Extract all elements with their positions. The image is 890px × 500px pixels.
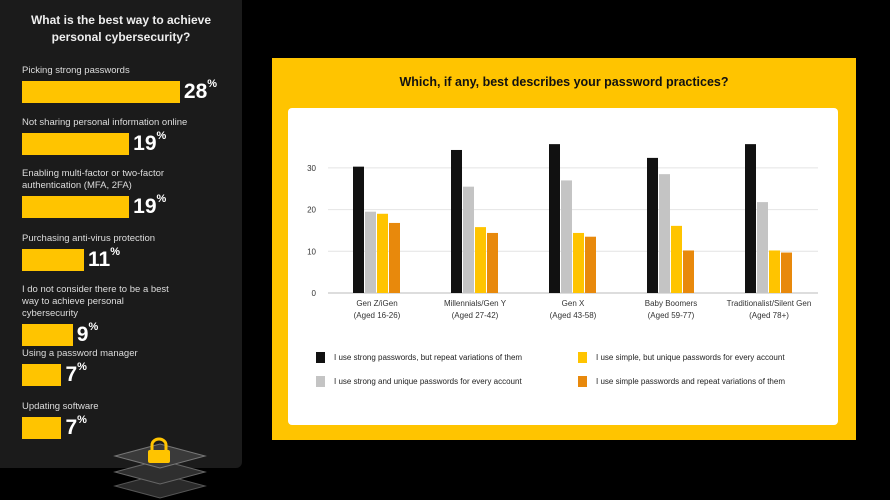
bar-4-0 bbox=[745, 144, 756, 293]
legend-label: I use simple, but unique passwords for e… bbox=[596, 353, 785, 362]
item-label: Enabling multi-factor or two-factor auth… bbox=[22, 168, 165, 191]
bar-0-1 bbox=[365, 211, 376, 293]
item-percent: 7% bbox=[65, 414, 87, 439]
item-label: Using a password manager bbox=[22, 348, 138, 359]
x-tick-label: Baby Boomers bbox=[645, 299, 697, 308]
bar-4-2 bbox=[769, 250, 780, 293]
item-percent: 28% bbox=[183, 78, 218, 103]
legend-swatch bbox=[316, 352, 325, 363]
bar-3-0 bbox=[647, 157, 658, 293]
bar-1-0 bbox=[451, 149, 462, 293]
bar-2-0 bbox=[549, 144, 560, 293]
x-tick-sublabel: (Aged 27-42) bbox=[452, 311, 499, 320]
bar-1-1 bbox=[463, 186, 474, 293]
bar-1-2 bbox=[475, 227, 486, 293]
legend-item: I use simple passwords and repeat variat… bbox=[578, 376, 785, 387]
bar-1-3 bbox=[487, 232, 498, 293]
survey-item: Purchasing anti-virus protection 11% bbox=[22, 233, 237, 272]
bar-2-1 bbox=[561, 180, 572, 293]
x-tick-label: Traditionalist/Silent Gen bbox=[727, 299, 812, 308]
bar-3-3 bbox=[683, 250, 694, 293]
item-label: Updating software bbox=[22, 401, 99, 412]
survey-item: Using a password manager 7% bbox=[22, 348, 237, 387]
item-label: Not sharing personal information online bbox=[22, 117, 188, 128]
bar-0-3 bbox=[389, 222, 400, 293]
item-bar bbox=[22, 249, 85, 271]
x-tick-label: Millennials/Gen Y bbox=[444, 299, 507, 308]
bar-3-2 bbox=[671, 225, 682, 293]
survey-item: I do not consider there to be a best way… bbox=[22, 284, 237, 347]
item-bar bbox=[22, 133, 130, 155]
cybersecurity-panel: What is the best way to achieve personal … bbox=[0, 0, 242, 468]
y-tick-label: 20 bbox=[307, 206, 316, 215]
x-tick-sublabel: (Aged 59-77) bbox=[648, 311, 695, 320]
item-percent: 7% bbox=[65, 361, 87, 386]
legend-label: I use strong passwords, but repeat varia… bbox=[334, 353, 523, 362]
item-percent: 19% bbox=[133, 193, 167, 218]
legend-item: I use strong and unique passwords for ev… bbox=[316, 376, 522, 387]
x-tick-label: Gen X bbox=[562, 299, 585, 308]
bar-3-1 bbox=[659, 174, 670, 293]
x-tick-sublabel: (Aged 78+) bbox=[749, 311, 789, 320]
item-label: Picking strong passwords bbox=[22, 65, 130, 76]
y-tick-label: 30 bbox=[307, 164, 316, 173]
y-tick-label: 10 bbox=[307, 247, 316, 256]
item-percent: 9% bbox=[76, 321, 99, 346]
legend-label: I use simple passwords and repeat variat… bbox=[596, 377, 785, 386]
item-bar bbox=[22, 324, 73, 346]
item-percent: 19% bbox=[133, 130, 167, 155]
item-bar bbox=[22, 417, 62, 439]
legend-swatch bbox=[316, 376, 325, 387]
legend-item: I use strong passwords, but repeat varia… bbox=[316, 352, 522, 363]
item-bar bbox=[22, 364, 62, 386]
title-line: What is the best way to achieve bbox=[30, 13, 212, 27]
lock-icon bbox=[113, 437, 207, 499]
x-tick-sublabel: (Aged 43-58) bbox=[550, 311, 597, 320]
x-tick-label: Gen Z/iGen bbox=[356, 299, 397, 308]
survey-item: Not sharing personal information online 1… bbox=[22, 117, 237, 156]
survey-item: Updating software 7% bbox=[22, 401, 237, 440]
item-label: Purchasing anti-virus protection bbox=[22, 233, 156, 244]
bar-4-3 bbox=[781, 252, 792, 293]
bar-0-2 bbox=[377, 213, 388, 293]
title-line: personal cybersecurity? bbox=[51, 30, 191, 44]
survey-item: Picking strong passwords 28% bbox=[22, 65, 237, 104]
item-bar bbox=[22, 196, 130, 218]
bar-2-2 bbox=[573, 232, 584, 293]
legend-swatch bbox=[578, 376, 587, 387]
legend-label: I use strong and unique passwords for ev… bbox=[334, 377, 522, 386]
item-label: I do not consider there to be a best way… bbox=[22, 284, 169, 319]
bar-0-0 bbox=[353, 166, 364, 293]
legend-swatch bbox=[578, 352, 587, 363]
item-percent: 11% bbox=[88, 246, 121, 271]
panel-title: What is the best way to achieve personal … bbox=[0, 12, 242, 46]
item-bar bbox=[22, 81, 180, 103]
survey-item: Enabling multi-factor or two-factor auth… bbox=[22, 168, 237, 219]
chart-area: 0 10 20 30 Gen Z/iGen (Aged 16-26) Millennials… bbox=[288, 108, 838, 425]
chart-title: Which, if any, best describes your passw… bbox=[399, 75, 729, 89]
password-practices-card: Which, if any, best describes your passw… bbox=[272, 58, 856, 440]
bar-2-3 bbox=[585, 236, 596, 293]
y-tick-label: 0 bbox=[312, 289, 317, 298]
bar-chart: 0 10 20 30 Gen Z/iGen (Aged 16-26) Millennials… bbox=[307, 144, 818, 320]
bar-4-1 bbox=[757, 202, 768, 293]
x-tick-sublabel: (Aged 16-26) bbox=[354, 311, 401, 320]
legend-item: I use simple, but unique passwords for e… bbox=[578, 352, 785, 363]
